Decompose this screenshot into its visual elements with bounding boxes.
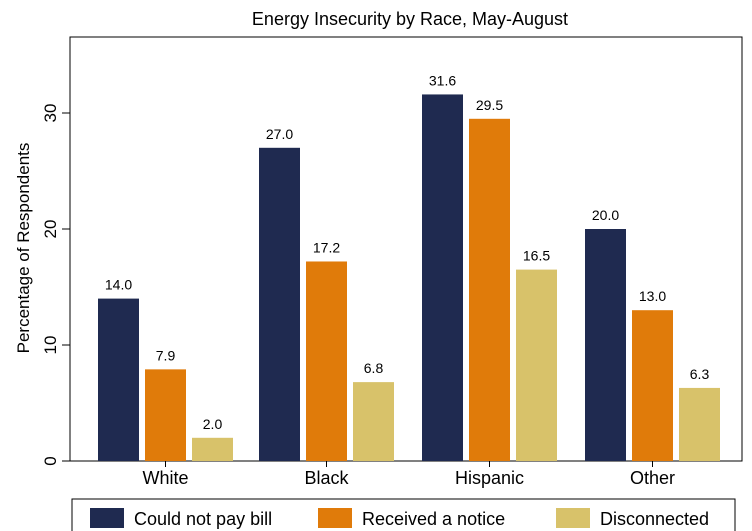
bar: [422, 94, 463, 461]
category-label: Black: [304, 468, 349, 488]
data-label: 6.8: [364, 360, 384, 376]
legend-swatch: [318, 508, 352, 528]
data-label: 16.5: [523, 248, 550, 264]
data-label: 29.5: [476, 97, 503, 113]
bar: [145, 369, 186, 461]
data-label: 2.0: [203, 416, 223, 432]
legend-label: Disconnected: [600, 509, 709, 529]
category-label: White: [142, 468, 188, 488]
y-tick-label: 10: [41, 336, 60, 355]
category-label: Other: [630, 468, 675, 488]
bars-group: 14.0 7.9 2.0 27.0 17.2 6.8 31.6 29.5 16.5 20.0 13.…: [98, 72, 720, 462]
category-label: Hispanic: [455, 468, 524, 488]
legend-label: Could not pay bill: [134, 509, 272, 529]
legend-swatch: [556, 508, 590, 528]
data-label: 20.0: [592, 207, 619, 223]
y-axis-title: Percentage of Respondents: [14, 143, 33, 354]
bar: [679, 387, 720, 461]
bar: [259, 147, 300, 462]
data-label: 13.0: [639, 288, 666, 304]
bar: [469, 118, 510, 462]
plot-frame: [69, 36, 743, 462]
data-label: 7.9: [156, 347, 176, 363]
data-label: 14.0: [105, 277, 132, 293]
chart-title: Energy Insecurity by Race, May-August: [252, 9, 568, 29]
legend-label: Received a notice: [362, 509, 505, 529]
data-label: 27.0: [266, 126, 293, 142]
data-label: 17.2: [313, 239, 340, 255]
y-tick-label: 0: [41, 456, 60, 465]
bar: [353, 382, 394, 461]
x-axis: White Black Hispanic Other: [142, 461, 675, 488]
y-tick-label: 30: [41, 104, 60, 123]
legend-frame: [71, 498, 736, 531]
data-label: 6.3: [690, 366, 710, 382]
bar: [632, 310, 673, 461]
legend: Could not pay bill Received a notice Disco…: [71, 498, 736, 531]
y-axis: 0 10 20 30: [41, 104, 70, 466]
bar: [516, 269, 557, 461]
bar: [306, 261, 347, 461]
y-tick-label: 20: [41, 220, 60, 239]
bar: [192, 437, 233, 461]
bar: [98, 298, 139, 461]
bar: [585, 229, 626, 461]
legend-swatch: [90, 508, 124, 528]
data-label: 31.6: [429, 72, 456, 88]
